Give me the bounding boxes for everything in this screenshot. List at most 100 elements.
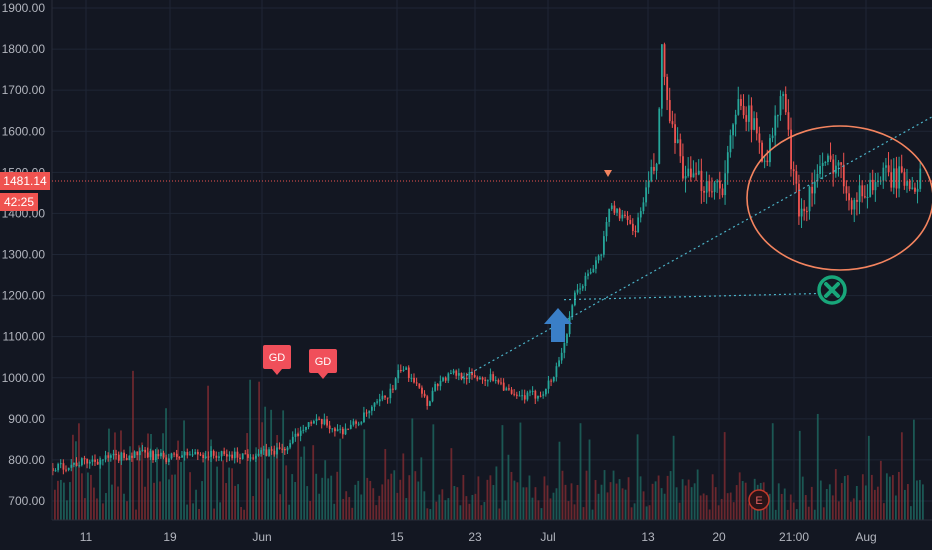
- candle-body: [589, 272, 592, 274]
- volume-bar: [198, 508, 200, 520]
- volume-bar: [396, 492, 399, 520]
- candle-body: [671, 121, 674, 125]
- up-arrow-icon: [544, 308, 572, 342]
- volume-bar: [426, 508, 429, 520]
- volume-bar: [876, 486, 879, 520]
- volume-bar: [852, 498, 855, 520]
- candle-body: [882, 167, 885, 181]
- time-tick-label: 11: [80, 530, 93, 544]
- candle-body: [175, 453, 178, 457]
- volume-bar: [267, 478, 270, 520]
- candle-body: [721, 188, 724, 196]
- candle-body: [473, 375, 476, 378]
- volume-bar: [873, 489, 876, 520]
- candle-body: [705, 180, 708, 193]
- volume-bar: [231, 468, 234, 520]
- candle-body: [241, 453, 244, 459]
- volume-bar: [375, 505, 378, 520]
- candle-body: [737, 99, 740, 115]
- candle-body: [518, 395, 521, 397]
- volume-bars: [54, 370, 924, 520]
- candle-body: [252, 457, 255, 459]
- candle-body: [808, 186, 811, 212]
- volume-bar: [261, 422, 264, 520]
- volume-bar: [156, 447, 158, 520]
- candle-body: [355, 421, 357, 424]
- volume-bar: [477, 476, 480, 520]
- drawing-layer: GD GD E: [263, 116, 932, 511]
- volume-bar: [246, 433, 249, 520]
- volume-bar: [774, 509, 777, 520]
- volume-bar: [639, 476, 642, 520]
- volume-bar: [543, 476, 546, 520]
- time-axis[interactable]: 11 19 Jun 15 23 Jul 13 20 21:00 Aug: [52, 519, 932, 544]
- volume-bar: [255, 447, 258, 520]
- volume-bar: [102, 503, 104, 520]
- volume-bar: [483, 502, 486, 520]
- volume-bar: [909, 506, 912, 520]
- volume-bar: [582, 507, 585, 520]
- volume-bar: [798, 430, 801, 520]
- volume-bar: [54, 489, 56, 520]
- volume-bar: [870, 474, 873, 520]
- volume-bar: [342, 498, 345, 520]
- volume-bar: [687, 479, 690, 520]
- volume-bar: [210, 439, 212, 520]
- candle-body: [125, 457, 128, 461]
- candle-body: [197, 451, 199, 455]
- candle-body: [848, 193, 850, 201]
- candle-body: [508, 388, 510, 390]
- candle-body: [86, 458, 89, 464]
- volume-bar: [744, 482, 747, 520]
- candle-body: [634, 230, 637, 233]
- candle-body: [215, 455, 218, 458]
- candle-body: [552, 376, 555, 382]
- volume-bar: [402, 453, 405, 520]
- candle-body: [102, 459, 104, 461]
- volume-bar: [801, 476, 804, 520]
- candle-body: [247, 454, 249, 458]
- candle-body: [88, 461, 91, 464]
- volume-bar: [405, 498, 408, 520]
- candle-body: [260, 450, 263, 454]
- volume-bar: [57, 480, 59, 520]
- volume-bar: [378, 495, 381, 520]
- volume-bar: [162, 433, 164, 520]
- candle-body: [444, 377, 447, 381]
- volume-bar: [717, 505, 720, 520]
- volume-bar: [654, 481, 657, 520]
- candle-body: [189, 454, 191, 456]
- volume-bar: [345, 491, 348, 520]
- volume-bar: [69, 482, 71, 520]
- volume-bar: [204, 452, 206, 520]
- volume-bar: [78, 423, 80, 520]
- candle-body: [779, 96, 782, 116]
- volume-bar: [300, 456, 303, 520]
- candle-body: [526, 392, 529, 400]
- candle-body: [840, 162, 843, 165]
- candle-body: [505, 388, 508, 391]
- candle-body: [255, 455, 257, 459]
- candle-body: [104, 455, 107, 460]
- price-axis[interactable]: 1900.001800.001700.001600.001500.001400.…: [2, 0, 53, 520]
- candle-body: [687, 168, 690, 177]
- volume-bar: [663, 493, 666, 520]
- volume-bar: [489, 475, 492, 520]
- invalidation-x-icon: [817, 275, 847, 305]
- candle-body: [291, 436, 294, 444]
- candle-body: [407, 367, 410, 378]
- candle-body: [294, 433, 297, 437]
- volume-bar: [468, 503, 471, 520]
- volume-bar: [291, 474, 294, 520]
- volume-bar: [114, 432, 116, 520]
- candle-body: [99, 459, 102, 465]
- candle-body: [450, 373, 452, 375]
- volume-bar: [867, 435, 870, 520]
- candle-body: [874, 182, 877, 191]
- volume-bar: [780, 493, 783, 520]
- volume-bar: [660, 488, 663, 520]
- candle-body: [734, 114, 737, 125]
- volume-bar: [219, 502, 221, 520]
- volume-bar: [861, 474, 864, 520]
